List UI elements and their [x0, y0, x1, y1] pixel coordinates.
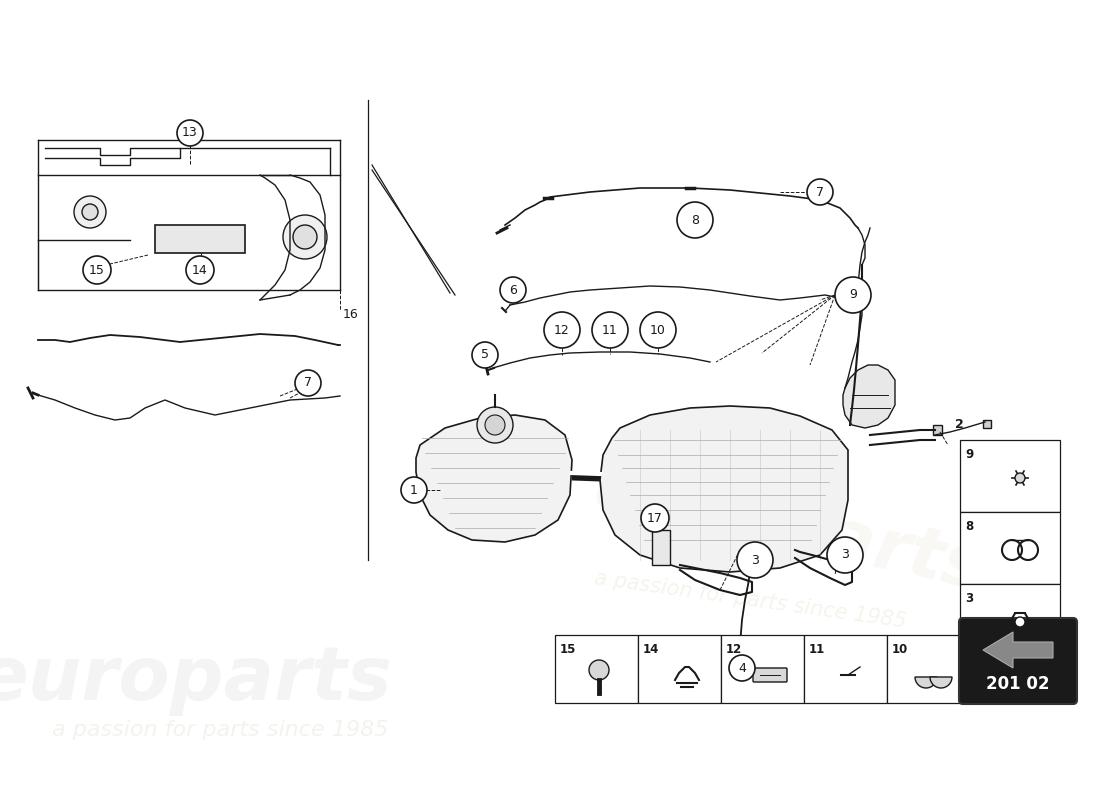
Text: 13: 13: [183, 126, 198, 139]
Bar: [960, 584, 1060, 656]
Text: 8: 8: [965, 520, 974, 533]
FancyBboxPatch shape: [652, 530, 670, 565]
Circle shape: [177, 120, 204, 146]
Text: 17: 17: [647, 511, 663, 525]
Text: 12: 12: [726, 643, 742, 656]
Circle shape: [588, 660, 609, 680]
FancyBboxPatch shape: [754, 668, 786, 682]
Polygon shape: [416, 415, 572, 542]
Circle shape: [74, 196, 106, 228]
Circle shape: [186, 256, 214, 284]
Text: 10: 10: [892, 643, 909, 656]
Circle shape: [544, 312, 580, 348]
Text: a passion for parts since 1985: a passion for parts since 1985: [593, 568, 908, 632]
Circle shape: [82, 204, 98, 220]
Text: 12: 12: [554, 323, 570, 337]
Circle shape: [472, 342, 498, 368]
Text: 3: 3: [842, 549, 849, 562]
FancyBboxPatch shape: [959, 618, 1077, 704]
Polygon shape: [600, 406, 848, 572]
Circle shape: [1015, 617, 1025, 627]
Polygon shape: [843, 365, 895, 428]
Circle shape: [196, 235, 204, 243]
Text: 3: 3: [751, 554, 759, 566]
Text: 2: 2: [955, 418, 964, 431]
Text: 14: 14: [644, 643, 659, 656]
Text: 9: 9: [849, 289, 857, 302]
Text: 9: 9: [965, 448, 974, 461]
Text: 6: 6: [509, 283, 517, 297]
Circle shape: [737, 542, 773, 578]
Text: 5: 5: [481, 349, 490, 362]
Text: 7: 7: [816, 186, 824, 198]
Text: europarts: europarts: [0, 643, 393, 717]
Circle shape: [1015, 473, 1025, 483]
Bar: [960, 512, 1060, 584]
Bar: [960, 440, 1060, 512]
Bar: [983, 420, 991, 428]
Circle shape: [293, 225, 317, 249]
Text: 16: 16: [343, 308, 359, 321]
Text: 11: 11: [602, 323, 618, 337]
Text: 15: 15: [89, 263, 104, 277]
Circle shape: [477, 407, 513, 443]
Bar: [933, 425, 942, 435]
Circle shape: [641, 504, 669, 532]
Text: a passion for parts since 1985: a passion for parts since 1985: [52, 720, 388, 740]
FancyBboxPatch shape: [155, 225, 245, 253]
Circle shape: [827, 537, 864, 573]
Text: 11: 11: [808, 643, 825, 656]
Circle shape: [676, 202, 713, 238]
Text: 1: 1: [410, 483, 418, 497]
Text: 3: 3: [965, 592, 974, 605]
Text: 15: 15: [560, 643, 576, 656]
Text: 8: 8: [691, 214, 698, 226]
Bar: [720, 635, 804, 703]
Bar: [556, 635, 638, 703]
Circle shape: [190, 262, 210, 282]
Bar: [638, 635, 721, 703]
Bar: [887, 635, 970, 703]
Circle shape: [807, 179, 833, 205]
Circle shape: [283, 215, 327, 259]
Circle shape: [592, 312, 628, 348]
Polygon shape: [983, 632, 1053, 668]
Circle shape: [82, 256, 111, 284]
Circle shape: [226, 235, 234, 243]
Text: 201 02: 201 02: [987, 675, 1049, 693]
Wedge shape: [915, 677, 937, 688]
Circle shape: [729, 655, 755, 681]
Circle shape: [295, 370, 321, 396]
Circle shape: [500, 277, 526, 303]
Text: 7: 7: [304, 377, 312, 390]
Circle shape: [835, 277, 871, 313]
Text: 4: 4: [738, 662, 746, 674]
Text: europarts: europarts: [587, 454, 992, 606]
Circle shape: [640, 312, 676, 348]
Circle shape: [163, 235, 170, 243]
Circle shape: [485, 415, 505, 435]
Circle shape: [402, 477, 427, 503]
Wedge shape: [930, 677, 952, 688]
Text: 14: 14: [192, 263, 208, 277]
Bar: [804, 635, 887, 703]
Text: 10: 10: [650, 323, 666, 337]
